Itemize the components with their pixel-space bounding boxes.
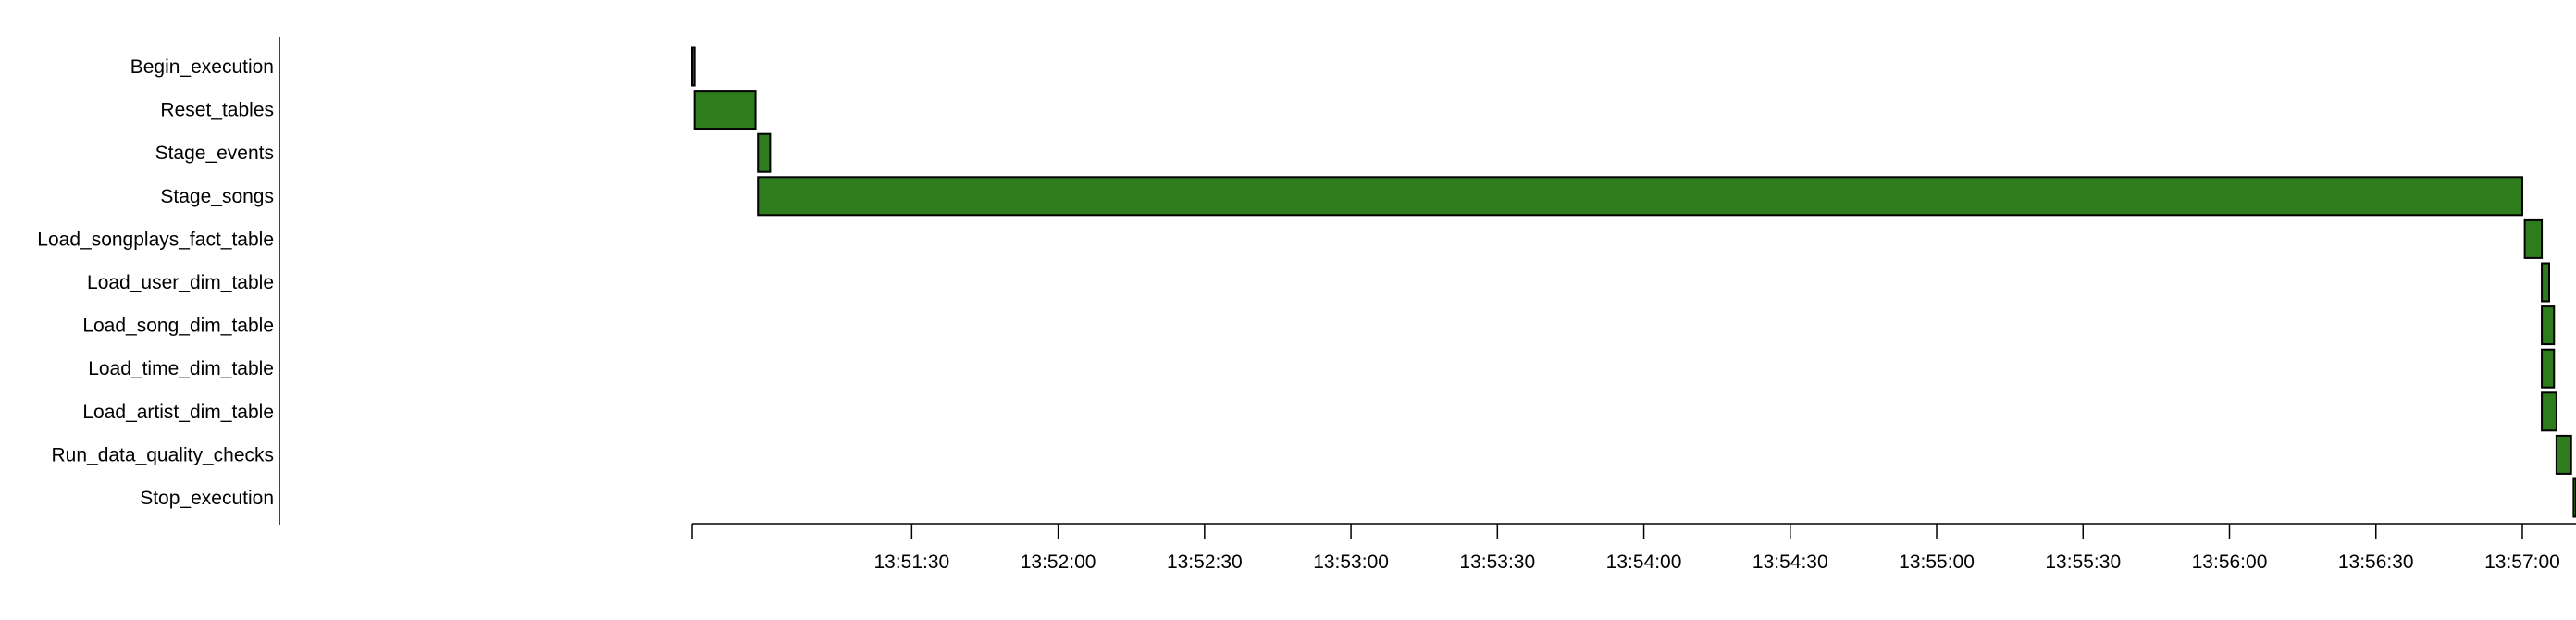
task-label: Load_songplays_fact_table [37, 229, 274, 250]
task-bars [691, 46, 2576, 518]
task-bar [2541, 391, 2557, 432]
task-labels: Begin_execution Reset_tables Stage_events S… [37, 56, 274, 509]
task-label: Load_user_dim_table [87, 272, 274, 293]
x-axis-ticks: 13:51:30 13:52:00 13:52:30 13:53:00 13:53:30… [691, 524, 2560, 573]
task-bar [2541, 305, 2556, 346]
task-label: Stage_events [155, 143, 274, 164]
task-bar [2572, 477, 2576, 518]
x-tick-label: 13:54:30 [1752, 552, 1828, 573]
task-label: Run_data_quality_checks [52, 444, 275, 465]
x-tick-label: 13:52:00 [1021, 552, 1096, 573]
task-label: Load_song_dim_table [82, 316, 274, 337]
x-tick-label: 13:56:00 [2192, 552, 2268, 573]
x-tick-label: 13:55:00 [1899, 552, 1975, 573]
x-tick-label: 13:55:30 [2045, 552, 2121, 573]
x-tick-label: 13:57:00 [2484, 552, 2560, 573]
x-tick-label: 13:56:30 [2338, 552, 2414, 573]
x-tick-label: 13:53:00 [1313, 552, 1389, 573]
task-bar [2541, 262, 2550, 303]
task-bar [691, 46, 696, 87]
task-bar [2523, 218, 2544, 259]
task-label: Load_artist_dim_table [82, 402, 274, 423]
task-label: Stop_execution [140, 488, 274, 509]
task-label: Stage_songs [160, 186, 274, 207]
x-tick-label: 13:52:30 [1167, 552, 1243, 573]
task-bar [757, 132, 772, 173]
x-tick-label: 13:54:00 [1606, 552, 1682, 573]
task-label: Load_time_dim_table [88, 358, 274, 379]
task-bar [2555, 434, 2572, 475]
task-bar [757, 176, 2523, 217]
x-tick-label: 13:53:30 [1459, 552, 1535, 573]
x-tick-label: 13:51:30 [873, 552, 949, 573]
task-bar [693, 90, 757, 130]
task-label: Reset_tables [160, 100, 274, 121]
task-label: Begin_execution [130, 56, 274, 78]
task-bar [2541, 348, 2556, 389]
